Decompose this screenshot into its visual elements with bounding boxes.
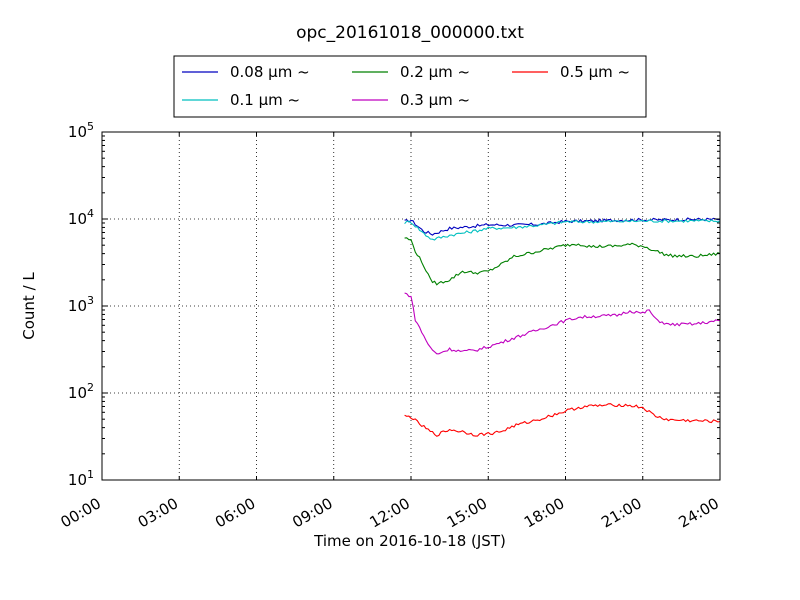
y-tick-labels: 101 102 103 104 105 [68,120,94,489]
series-line [404,217,721,236]
x-axis-label: Time on 2016-10-18 (JST) [313,532,506,550]
y-tick-label: 101 [68,468,94,489]
x-tick-label: 21:00 [598,494,644,531]
x-tick-label: 15:00 [444,494,490,531]
legend-label: 0.08 μm ~ [230,63,310,81]
legend-label: 0.2 μm ~ [400,63,470,81]
x-tick-label: 03:00 [135,494,181,531]
legend-label: 0.3 μm ~ [400,91,470,109]
legend: 0.08 μm ~ 0.1 μm ~ 0.2 μm ~ 0.3 μm ~ 0.5 μm … [173,55,647,118]
legend-label: 0.5 μm ~ [560,63,630,81]
series-line [404,292,721,355]
x-tick-label: 06:00 [212,494,258,531]
legend-box [173,55,647,118]
y-axis-label: Count / L [20,272,38,340]
series-line [404,237,721,286]
x-tick-label: 00:00 [58,494,104,531]
grid-lines [102,132,720,480]
y-tick-label: 103 [68,294,94,315]
x-tick-labels: 00:00 03:00 06:00 09:00 12:00 15:00 18:00 21:00… [58,494,722,531]
chart-title: opc_20161018_000000.txt [296,23,524,43]
series-line [404,403,721,437]
x-tick-label: 24:00 [676,494,722,531]
x-tick-label: 12:00 [367,494,413,531]
y-tick-label: 104 [68,207,94,228]
series-lines [404,217,721,437]
legend-label: 0.1 μm ~ [230,91,300,109]
x-tick-label: 18:00 [521,494,567,531]
x-tick-label: 09:00 [289,494,335,531]
y-tick-label: 102 [68,381,94,402]
axis-ticks [101,131,721,481]
y-tick-label: 105 [68,120,94,141]
series-line [404,218,721,241]
